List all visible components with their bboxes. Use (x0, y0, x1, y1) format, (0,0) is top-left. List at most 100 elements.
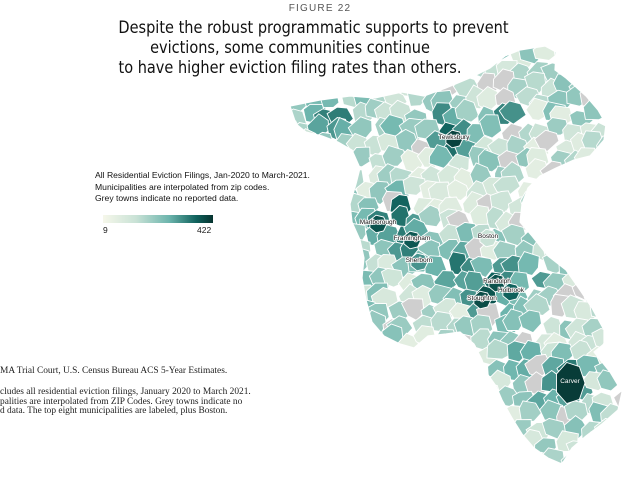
municipality (436, 384, 463, 408)
municipality (585, 431, 608, 455)
municipality-no-data (490, 432, 517, 457)
municipality (328, 434, 352, 460)
municipality (605, 255, 622, 278)
municipality (364, 399, 389, 425)
municipality-randolph (488, 273, 507, 293)
municipality (298, 437, 326, 457)
municipality (486, 406, 507, 430)
municipality (308, 274, 332, 295)
municipality (605, 241, 622, 265)
municipality (363, 439, 388, 461)
municipality (373, 446, 399, 464)
municipality (419, 364, 443, 387)
municipality (446, 179, 471, 202)
municipality (290, 327, 300, 351)
municipality (303, 416, 331, 439)
municipality (420, 375, 447, 398)
municipality (578, 177, 602, 201)
municipality (603, 193, 622, 215)
municipality (290, 263, 299, 287)
municipality (601, 224, 622, 251)
town-label-marlborough: Marlborough (360, 219, 397, 226)
municipality (444, 454, 470, 464)
municipality (561, 242, 585, 266)
municipality (454, 373, 480, 399)
title-line: to have higher eviction filing rates tha… (118, 58, 462, 77)
municipality (290, 312, 305, 335)
municipality (545, 176, 572, 202)
municipality (613, 419, 622, 441)
municipality (623, 343, 640, 364)
municipality (337, 273, 361, 293)
municipality (316, 224, 340, 248)
municipality-holbrook (502, 282, 521, 302)
municipality (571, 46, 596, 50)
municipality (606, 327, 622, 350)
municipality (388, 442, 414, 464)
municipality (293, 74, 319, 98)
municipality-tewksbury (445, 129, 464, 149)
municipality (403, 385, 425, 409)
municipality (405, 405, 431, 431)
municipality (342, 402, 369, 427)
source-notes: MA Trial Court, U.S. Census Bureau ACS 5… (0, 366, 300, 417)
municipality (308, 371, 334, 393)
municipality (290, 419, 312, 443)
municipality (413, 422, 437, 445)
town-label-carver: Carver (560, 378, 580, 385)
municipality (563, 46, 588, 51)
municipality (290, 226, 311, 251)
municipality (478, 114, 503, 139)
municipality (607, 298, 622, 323)
municipality (588, 203, 615, 228)
source-line: MA Trial Court, U.S. Census Bureau ACS 5… (0, 366, 228, 376)
town-label-sherborn: Sherborn (406, 257, 433, 264)
municipality (404, 438, 430, 460)
municipality (327, 287, 349, 311)
municipality (290, 298, 299, 318)
municipality (323, 317, 349, 340)
municipality (290, 340, 306, 361)
municipality (607, 148, 622, 172)
municipality (517, 251, 540, 276)
municipality-no-data (377, 339, 401, 363)
municipality (588, 71, 613, 99)
municipality-no-data (459, 356, 485, 379)
municipality (620, 99, 622, 124)
municipality (315, 312, 340, 337)
municipality (570, 199, 597, 223)
municipality (604, 54, 622, 79)
legend-min-value: 9 (103, 225, 108, 235)
municipality (352, 345, 373, 372)
municipality (588, 61, 612, 86)
municipality (514, 447, 541, 464)
municipality-no-data (621, 433, 622, 456)
municipality (368, 360, 394, 384)
municipality (531, 177, 558, 201)
note-line: d data. The top eight municipalities are… (0, 406, 228, 417)
municipality (290, 266, 310, 291)
municipality (325, 235, 352, 260)
municipality-no-data (305, 391, 330, 415)
municipality (295, 279, 320, 304)
municipality (486, 338, 510, 360)
municipality (560, 450, 587, 464)
town-label-holbrook: Holbrook (498, 287, 525, 294)
municipality (336, 330, 359, 351)
municipality (290, 301, 308, 324)
municipality (384, 391, 409, 411)
municipality (291, 332, 312, 358)
municipality (619, 222, 622, 246)
municipality (376, 372, 404, 397)
municipality (518, 309, 542, 334)
municipality (580, 448, 604, 464)
municipality (601, 282, 622, 304)
municipality (568, 228, 595, 249)
town-label-boston: Boston (478, 233, 499, 240)
municipality (408, 357, 430, 379)
municipality (318, 388, 342, 411)
municipality (603, 310, 622, 333)
municipality (596, 447, 620, 464)
municipality (356, 442, 380, 464)
municipality (472, 46, 498, 68)
